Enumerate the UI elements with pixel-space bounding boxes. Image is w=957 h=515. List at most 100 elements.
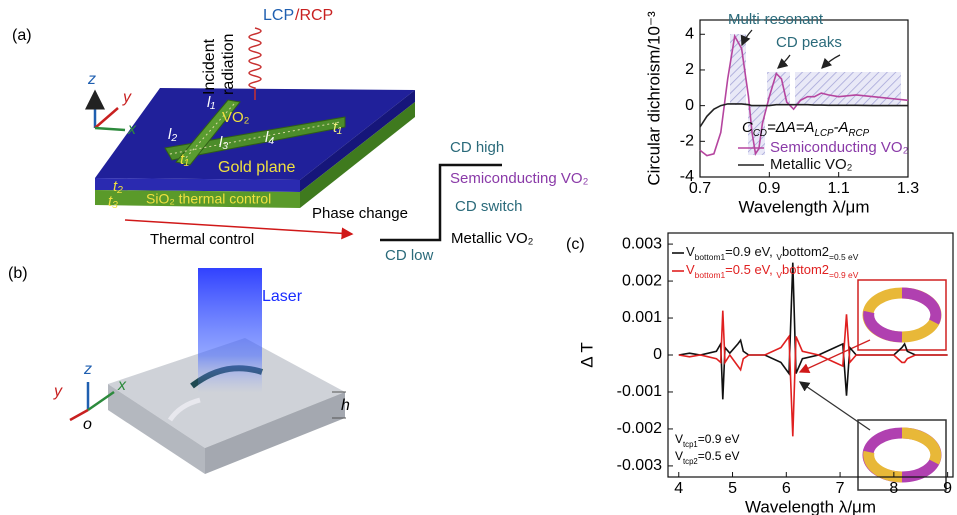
x-tick-label: 7 (836, 480, 845, 497)
series-line (699, 33, 909, 157)
annotation-part: =0.9 eV (829, 270, 859, 280)
x-tick-label: 0.7 (689, 180, 711, 197)
annotation-part: bottom1 (695, 252, 726, 262)
x-tick-label: 6 (782, 480, 791, 497)
rcp-label: /RCP (295, 7, 333, 24)
phase-label: Phase change (312, 205, 408, 222)
annotation: CCD=ΔA=ALCP-ARCP (742, 119, 870, 139)
x-tick-label: 4 (674, 480, 683, 497)
annotation: Multi-resonant (728, 11, 824, 28)
axis-z: z (83, 361, 92, 378)
y-tick-label: -0.001 (617, 383, 662, 400)
annotation-part: V (686, 244, 695, 259)
dim-label: l₁ (207, 94, 215, 111)
sample-box (69, 268, 346, 474)
annotation: CD peaks (776, 34, 842, 51)
incident-label: Incident (201, 38, 218, 95)
x-tick-label: 9 (943, 480, 952, 497)
dim-label: t₁ (333, 119, 342, 136)
x-tick-label: 5 (728, 480, 737, 497)
x-tick-label: 8 (889, 480, 898, 497)
panel-label: (c) (566, 236, 585, 253)
annotation: Vbottom1=0.5 eV, Vbottom2=0.9 eV (686, 262, 859, 280)
hatched-region (730, 34, 901, 155)
lcp-label: LCP (263, 7, 294, 24)
annotation-part: -A (834, 119, 849, 136)
dim-label: l₂ (168, 126, 177, 143)
annotation-part: bottom2 (782, 262, 829, 277)
y-axis-label: Circular dichroism/10⁻³ (644, 11, 663, 186)
y-tick-label: 2 (685, 61, 694, 78)
x-tick-label: 1.3 (897, 180, 919, 197)
legend-label: Metallic VO₂ (770, 156, 853, 173)
annotation-part: =ΔA=A (767, 119, 815, 136)
y-tick-label: 0 (685, 97, 694, 114)
annotation-part: =0.5 eV (698, 449, 740, 463)
annotation-part: =0.9 eV, (725, 244, 776, 259)
annotation-part: CD (753, 128, 767, 139)
x-tick-label: 1.1 (828, 180, 850, 197)
y-tick-label: -2 (680, 133, 694, 150)
annotation-part: V (776, 252, 782, 262)
annotation-part: =0.5 eV, (725, 262, 776, 277)
y-tick-label: 0.003 (622, 235, 662, 252)
dim-label: t₃ (108, 193, 118, 210)
annotation-part: RCP (849, 128, 870, 139)
dim-label: t₁ (180, 151, 189, 168)
axes-icon (85, 89, 126, 132)
thermal-arrow (124, 219, 354, 240)
axis-y: y (122, 89, 132, 106)
cd-high: CD high (450, 139, 504, 156)
axis-y: y (53, 383, 63, 400)
axis-x: x (127, 121, 137, 138)
annotation-part: =0.9 eV (698, 432, 740, 446)
plot-frame (699, 19, 909, 178)
origin-label: o (83, 416, 92, 433)
annotation-part: C (742, 119, 753, 136)
series-line (699, 103, 908, 128)
annotation-part: V (675, 449, 683, 463)
cd-switch: CD switch (455, 198, 523, 215)
y-tick-label: -4 (680, 168, 694, 185)
vo2-label: VO₂ (222, 109, 250, 126)
y-tick-label: -0.003 (617, 457, 662, 474)
series-line (678, 262, 948, 400)
cd-low: CD low (385, 247, 434, 264)
annotation: Vtcp1=0.9 eV (675, 432, 739, 448)
dim-label: l₃ (219, 134, 228, 151)
annotation-part: LCP (815, 128, 834, 139)
annotation-part: bottom1 (695, 270, 726, 280)
annotation-part: =0.5 eV (829, 252, 859, 262)
peak-arrows (740, 29, 841, 69)
annotation-part: tcp2 (683, 457, 698, 466)
legend-label: Semiconducting VO₂ (770, 139, 909, 156)
annotation-part: tcp1 (683, 440, 698, 449)
y-axis-label: Δ T (577, 342, 596, 368)
y-tick-label: 0.002 (622, 272, 662, 289)
y-tick-label: -0.002 (617, 420, 662, 437)
panel-label: (b) (8, 265, 28, 282)
incident-label: radiation (220, 34, 237, 95)
annotation-part: bottom2 (782, 244, 829, 259)
metal-label: Metallic VO₂ (451, 230, 534, 247)
y-tick-label: 4 (685, 25, 694, 42)
gold-label: Gold plane (218, 159, 295, 176)
annotation-part: V (776, 270, 782, 280)
annotation: Vtcp2=0.5 eV (675, 449, 739, 465)
axis-x: x (117, 377, 127, 394)
panel-label: (a) (12, 27, 32, 44)
laser-label: Laser (262, 288, 303, 305)
inset-ring (798, 279, 947, 491)
annotation-part: V (675, 432, 683, 446)
sio2-label: SiO₂ thermal control (146, 191, 271, 207)
y-tick-label: 0.001 (622, 309, 662, 326)
phase-step (380, 163, 502, 242)
annotation-part: V (686, 262, 695, 277)
slab (95, 27, 415, 208)
y-tick-label: 0 (653, 346, 662, 363)
x-tick-label: 0.9 (758, 180, 780, 197)
axis-z: z (87, 71, 96, 88)
annotation: Vbottom1=0.9 eV, Vbottom2=0.5 eV (686, 244, 859, 262)
